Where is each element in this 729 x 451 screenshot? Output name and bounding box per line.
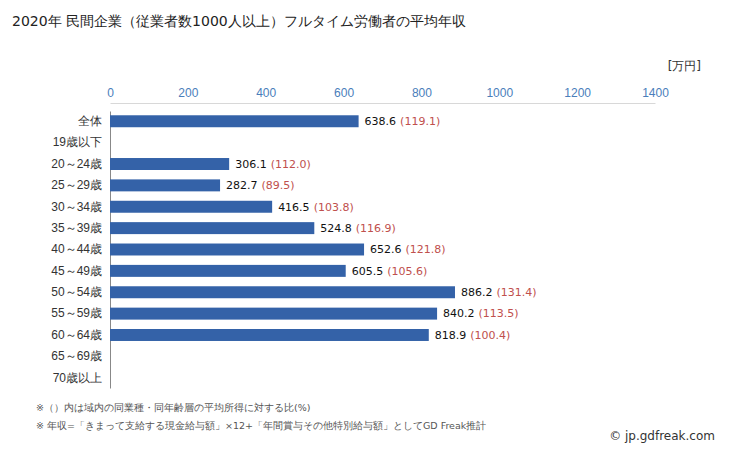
- bar: [110, 115, 359, 127]
- unit-label: [万円]: [668, 59, 701, 73]
- ratio-label: (113.5): [479, 307, 519, 320]
- y-tick-label: 30～34歳: [51, 200, 102, 214]
- bar: [110, 286, 455, 298]
- x-axis-line: [111, 103, 656, 104]
- bar: [110, 201, 272, 213]
- title: 2020年 民間企業（従業者数1000人以上）フルタイム労働者の平均年収: [12, 13, 466, 29]
- y-tick-label: 65～69歳: [51, 349, 102, 363]
- y-tick: 55～59歳: [51, 306, 110, 320]
- y-tick: 45～49歳: [51, 264, 110, 278]
- value-label: 886.2: [461, 286, 493, 299]
- y-tick: 35～39歳: [51, 221, 110, 235]
- value-label: 416.5: [278, 201, 310, 214]
- ratio-label: (131.4): [496, 286, 536, 299]
- y-tick-label: 19歳以下: [53, 135, 102, 149]
- ratio-label: (119.1): [400, 115, 440, 128]
- x-tick-label: 1200: [564, 86, 591, 100]
- ratio-label: (100.4): [470, 329, 510, 342]
- y-tick: 19歳以下: [53, 135, 110, 149]
- y-tick-label: 50～54歳: [51, 285, 102, 299]
- y-tick: 20～24歳: [51, 157, 110, 171]
- note: ※ 年収=「きまって支給する現金給与額」×12+「年間賞与その他特別給与額」とし…: [36, 420, 486, 431]
- y-tick: 25～29歳: [51, 178, 110, 192]
- x-tick-label: 1400: [642, 86, 669, 100]
- y-tick: 60～64歳: [51, 328, 110, 342]
- chart: 2020年 民間企業（従業者数1000人以上）フルタイム労働者の平均年収 [万円]…: [0, 0, 729, 451]
- data-label: 886.2(131.4): [461, 286, 537, 299]
- value-label: 524.8: [320, 222, 352, 235]
- bar: [110, 158, 229, 170]
- x-axis: 0 200 400 600 800 1000 1200 1400: [107, 86, 669, 104]
- data-labels: 638.6(119.1) 306.1 (112.0) 282.7 (89.5) 416.5…: [226, 115, 537, 342]
- value-label: 282.7: [226, 179, 258, 192]
- credit: © jp.gdfreak.com: [609, 429, 715, 443]
- x-tick: 0: [107, 86, 114, 103]
- y-tick: 70歳以上: [53, 371, 110, 385]
- value-label: 638.6: [365, 115, 397, 128]
- ratio-label: (105.6): [387, 265, 427, 278]
- data-label: 652.6 (121.8): [370, 243, 446, 256]
- y-tick-label: 45～49歳: [51, 264, 102, 278]
- value-label: 840.2: [443, 307, 475, 320]
- x-tick: 800: [412, 86, 432, 103]
- x-tick-label: 600: [334, 86, 354, 100]
- value-label: 605.5: [352, 265, 384, 278]
- y-tick-label: 70歳以上: [53, 371, 102, 385]
- bar: [110, 179, 220, 191]
- x-tick: 1000: [486, 86, 513, 103]
- data-label: 605.5(105.6): [352, 265, 428, 278]
- y-tick-label: 60～64歳: [51, 328, 102, 342]
- bar: [110, 265, 346, 277]
- y-tick-label: 全体: [78, 114, 102, 128]
- bar: [110, 329, 429, 341]
- y-tick-label: 55～59歳: [51, 306, 102, 320]
- value-label: 306.1: [235, 158, 266, 171]
- bar: [110, 308, 437, 320]
- ratio-label: (112.0): [271, 158, 311, 171]
- x-tick: 1400: [642, 86, 669, 103]
- y-tick: 65～69歳: [51, 349, 110, 363]
- bars: [110, 115, 455, 341]
- x-tick-label: 800: [412, 86, 432, 100]
- y-tick: 30～34歳: [51, 200, 110, 214]
- y-tick: 全体: [78, 114, 110, 128]
- ratio-label: (116.9): [356, 222, 396, 235]
- bar: [110, 244, 364, 256]
- x-tick: 1200: [564, 86, 591, 103]
- y-tick-label: 20～24歳: [51, 157, 102, 171]
- x-tick: 600: [334, 86, 354, 103]
- data-label: 638.6(119.1): [365, 115, 441, 128]
- y-tick: 50～54歳: [51, 285, 110, 299]
- data-label: 818.9(100.4): [435, 329, 511, 342]
- data-label: 840.2 (113.5): [443, 307, 519, 320]
- value-label: 652.6: [370, 243, 402, 256]
- bar: [110, 222, 314, 234]
- data-label: 416.5 (103.8): [278, 201, 354, 214]
- ratio-label: (89.5): [262, 179, 295, 192]
- value-label: 818.9: [435, 329, 467, 342]
- x-tick-label: 0: [107, 86, 114, 100]
- x-tick-label: 200: [178, 86, 198, 100]
- y-axis: 全体 19歳以下 20～24歳 25～29歳 30～34歳 35～39歳 40～44歳 45～…: [51, 112, 110, 389]
- y-tick-label: 35～39歳: [51, 221, 102, 235]
- ratio-label: (121.8): [406, 243, 446, 256]
- y-tick-label: 40～44歳: [51, 242, 102, 256]
- x-tick-label: 1000: [486, 86, 513, 100]
- x-tick: 200: [178, 86, 198, 103]
- data-label: 282.7 (89.5): [226, 179, 295, 192]
- y-tick-label: 25～29歳: [51, 178, 102, 192]
- x-tick-label: 400: [256, 86, 276, 100]
- data-label: 524.8 (116.9): [320, 222, 396, 235]
- y-tick: 40～44歳: [51, 242, 110, 256]
- data-label: 306.1 (112.0): [235, 158, 311, 171]
- ratio-label: (103.8): [314, 201, 354, 214]
- note: ※（）内は域内の同業種・同年齢層の平均所得に対する比(%): [36, 402, 310, 413]
- x-tick: 400: [256, 86, 276, 103]
